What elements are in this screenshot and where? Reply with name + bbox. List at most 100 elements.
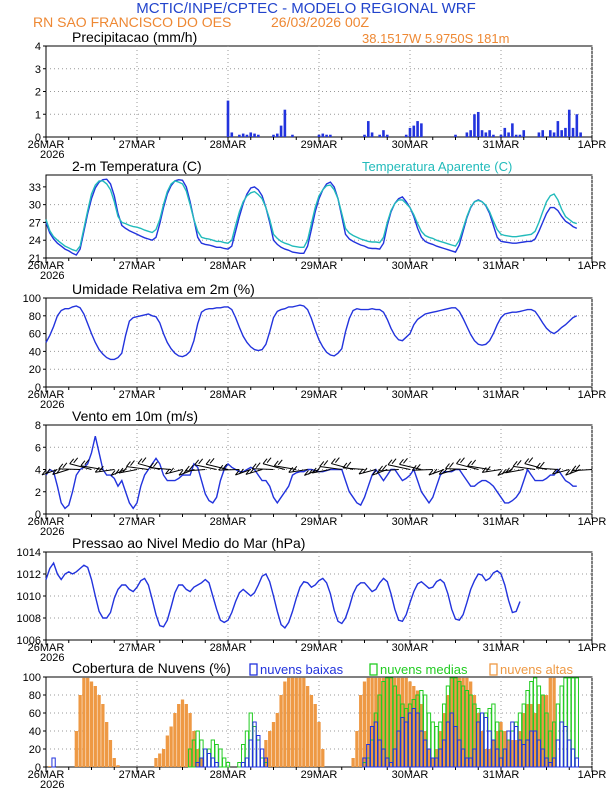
temp-ytick-label: 24 <box>29 235 41 247</box>
cloud-bar-nuvens-altas <box>469 681 473 767</box>
wind-barb <box>378 469 399 472</box>
cloud-bar-nuvens-altas <box>192 731 196 767</box>
wind-barb <box>456 463 479 470</box>
cloud-bar-nuvens-altas <box>158 753 162 767</box>
precip-bar <box>404 134 408 137</box>
pres-line-0 <box>45 561 521 629</box>
cloud-bar-nuvens-altas <box>480 731 484 767</box>
wind-barb-feather <box>311 467 317 474</box>
wind-xtick-label: 29MAR <box>301 516 338 528</box>
wind-barb <box>358 469 377 475</box>
wind-barb-feather <box>399 459 404 465</box>
wind-barb <box>80 465 103 470</box>
wind-barb-feather <box>130 460 135 466</box>
wind-panel <box>41 424 593 519</box>
precip-bar <box>567 109 571 137</box>
cloud-bar-nuvens-altas <box>188 713 192 767</box>
wind-barb-feather <box>165 468 170 475</box>
wind-barb <box>274 465 297 470</box>
precip-bar <box>473 114 476 137</box>
wind-barb <box>205 463 229 470</box>
cloud-bar-nuvens-altas <box>116 765 120 767</box>
wind-barb-feather <box>415 463 421 470</box>
precip-bar <box>514 134 518 137</box>
wind-barb-feather <box>362 467 368 474</box>
wind-barb-feather <box>292 466 298 472</box>
wind-barb-feather <box>218 464 224 471</box>
cloud-bar-nuvens-altas <box>105 722 109 767</box>
temp-xtick-label: 27MAR <box>119 260 156 272</box>
cloud-bar-nuvens-altas <box>465 677 469 767</box>
temp-xtick-label: 31MAR <box>483 260 520 272</box>
wind-barb-feather <box>277 459 283 466</box>
cloud-bar-nuvens-altas <box>415 690 420 767</box>
wind-xtick-label: 30MAR <box>392 516 429 528</box>
cloud-bar-nuvens-altas <box>298 677 302 767</box>
cloud-bar-nuvens-altas <box>86 677 90 767</box>
precip-panel <box>43 45 593 142</box>
wind-barb-feather <box>371 469 377 476</box>
wind-barb-feather <box>497 470 503 476</box>
cloud-bar-nuvens-altas <box>154 758 158 767</box>
cloud-bar-nuvens-altas <box>533 713 537 767</box>
cloud-bar-nuvens-altas <box>82 677 86 767</box>
cloud-bar-nuvens-altas <box>351 758 355 767</box>
wind-barb <box>185 469 206 472</box>
wind-xtick-label: 31MAR <box>483 516 520 528</box>
rh-year-label: 2026 <box>40 399 64 411</box>
precip-bar <box>329 134 332 137</box>
wind-barb <box>52 469 69 475</box>
cloud-bar-nuvens-altas <box>491 740 496 767</box>
precip-bar <box>484 132 488 137</box>
wind-barb-feather <box>432 468 438 475</box>
precip-bar <box>465 132 469 137</box>
legend-swatch <box>369 663 378 676</box>
precip-bar <box>503 127 507 137</box>
cloud-bar-nuvens-altas <box>359 695 363 767</box>
rh-ytick-label: 40 <box>29 346 41 358</box>
cloud-bar-nuvens-altas <box>275 713 279 767</box>
rh-xtick-label: 31MAR <box>483 389 520 401</box>
wind-barb-feather <box>481 467 487 473</box>
cloud-bar-nuvens-altas <box>525 704 530 767</box>
wind-barb-feather <box>184 465 190 472</box>
wind-barb-feather <box>288 467 294 473</box>
run-label: 26/03/2026 00Z <box>271 14 370 30</box>
precip-bar <box>321 133 325 137</box>
precip-bar <box>230 132 234 137</box>
cloud-bar-nuvens-altas <box>419 704 424 767</box>
precip-bar <box>579 132 582 137</box>
wind-year-label: 2026 <box>40 526 64 538</box>
precip-bar <box>275 133 279 137</box>
wind-xtick-label: 28MAR <box>210 516 247 528</box>
precip-bar <box>272 134 275 137</box>
cloud-bar-nuvens-altas <box>271 722 276 767</box>
wind-barb-feather <box>194 459 200 466</box>
wind-barb-feather <box>84 459 90 466</box>
wind-barb-feather <box>516 460 522 466</box>
cloud-bar-nuvens-altas <box>548 677 552 767</box>
wind-barb <box>41 469 58 476</box>
clouds-xtick-label: 30MAR <box>392 769 429 781</box>
wind-barb <box>304 469 320 476</box>
precip-ytick-label: 0 <box>35 132 41 144</box>
precip-xtick-label: 26MAR <box>28 139 65 151</box>
precip-ytick-label: 1 <box>35 109 41 121</box>
pres-year-label: 2026 <box>40 652 64 664</box>
wind-barb-feather <box>528 457 534 463</box>
wind-barb-feather <box>45 468 51 475</box>
wind-barb-feather <box>456 458 461 465</box>
clouds-year-label: 2026 <box>40 779 64 791</box>
cloud-bar-nuvens-altas <box>393 677 397 767</box>
cloud-bar-nuvens-altas <box>165 735 169 767</box>
pres-title: Pressao ao Nivel Medio do Mar (hPa) <box>72 535 305 551</box>
precip-xtick-label: 1APR <box>578 139 607 151</box>
location-label: RN SAO FRANCISCO DO OES <box>33 14 231 30</box>
wind-barb-feather <box>245 469 251 475</box>
cloud-bar-nuvens-altas <box>305 686 310 767</box>
wind-ytick-label: 0 <box>35 509 41 521</box>
precip-bar <box>238 134 241 137</box>
cloud-bar-nuvens-altas <box>453 677 458 767</box>
cloud-bar-nuvens-altas <box>499 722 503 767</box>
cloud-bar-nuvens-altas <box>450 677 454 767</box>
